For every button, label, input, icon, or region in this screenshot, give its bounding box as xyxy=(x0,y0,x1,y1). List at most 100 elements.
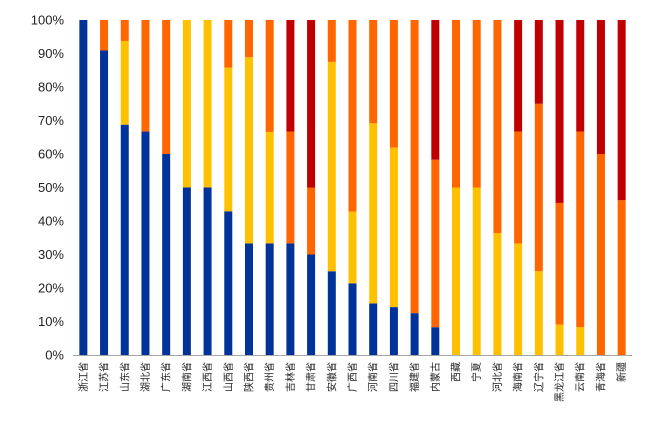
bar-segment-series-1-14 xyxy=(369,303,378,355)
bar-segment-series-3-15 xyxy=(389,20,398,148)
y-tick-label: 90% xyxy=(38,46,64,61)
bar-segment-series-1-0 xyxy=(79,20,88,355)
x-tick-label: 海南省 xyxy=(512,362,525,392)
bar-segment-series-4-23 xyxy=(555,20,564,203)
x-tick-label: 内蒙古 xyxy=(429,362,442,392)
bar-segment-series-3-20 xyxy=(493,20,502,234)
bar-segment-series-3-23 xyxy=(555,202,564,325)
x-tick-label: 云南省 xyxy=(574,362,587,392)
bar-segment-series-1-17 xyxy=(431,327,440,355)
bar-segment-series-2-13 xyxy=(348,211,357,284)
bar-segment-series-3-3 xyxy=(141,20,150,132)
x-tick-label: 山西省 xyxy=(222,362,235,392)
bar-segment-series-3-16 xyxy=(410,20,419,314)
x-tick-label: 吉林省 xyxy=(284,362,297,392)
bar-segment-series-3-9 xyxy=(265,20,274,132)
y-tick-label: 80% xyxy=(38,80,64,95)
bar-segment-series-3-21 xyxy=(514,131,523,244)
bar-segment-series-2-18 xyxy=(452,187,461,355)
x-tick-label: 贵州省 xyxy=(263,362,276,392)
x-tick-label: 河南省 xyxy=(367,362,380,392)
bar-segment-series-1-3 xyxy=(141,131,150,355)
bar-segment-series-3-18 xyxy=(452,20,461,188)
bar-segment-series-4-10 xyxy=(286,20,295,132)
bar-segment-series-2-14 xyxy=(369,123,378,304)
bar-segment-series-1-12 xyxy=(327,271,336,355)
x-tick-label: 宁夏 xyxy=(470,362,483,382)
bar-segment-series-3-8 xyxy=(244,20,253,58)
bar-segment-series-2-24 xyxy=(576,327,585,355)
x-tick-label: 湖北省 xyxy=(139,362,152,392)
x-tick-label: 西藏 xyxy=(451,362,463,382)
y-tick-label: 10% xyxy=(38,314,64,329)
bar-segment-series-4-26 xyxy=(617,20,626,201)
x-tick-label: 山东省 xyxy=(118,362,131,392)
bar-segment-series-3-26 xyxy=(617,200,626,355)
bar-segment-series-3-19 xyxy=(472,20,481,188)
bar-segment-series-4-11 xyxy=(307,20,316,188)
y-tick-label: 20% xyxy=(38,281,64,296)
bar-segment-series-2-5 xyxy=(182,20,191,188)
y-tick-label: 100% xyxy=(31,13,65,28)
x-tick-label: 甘肃省 xyxy=(305,362,318,392)
bar-segment-series-2-22 xyxy=(534,271,543,355)
bar-segment-series-2-12 xyxy=(327,61,336,272)
y-tick-label: 70% xyxy=(38,113,64,128)
bar-segment-series-4-24 xyxy=(576,20,585,132)
bar-segment-series-2-6 xyxy=(203,20,212,188)
y-tick-label: 40% xyxy=(38,214,64,229)
x-tick-label: 江苏省 xyxy=(98,362,111,392)
bar-segment-series-2-9 xyxy=(265,131,274,244)
bar-segment-series-1-9 xyxy=(265,243,274,355)
bar-segment-series-3-1 xyxy=(100,20,109,51)
x-tick-label: 浙江省 xyxy=(77,362,90,392)
bar-segment-series-1-4 xyxy=(162,154,171,355)
y-tick-label: 60% xyxy=(38,147,64,162)
bar-segment-series-2-15 xyxy=(389,147,398,308)
x-tick-label: 湖南省 xyxy=(180,362,193,392)
bar-segment-series-2-7 xyxy=(224,67,233,212)
x-tick-label: 福建省 xyxy=(408,362,421,392)
bar-segment-series-1-7 xyxy=(224,211,233,355)
bar-segment-series-2-23 xyxy=(555,324,564,355)
y-axis: 0% 10% 20% 30% 40% 50% 60% 70% 80% 90% 100% xyxy=(31,13,65,363)
bar-segment-series-1-15 xyxy=(389,307,398,355)
x-tick-label: 陕西省 xyxy=(242,362,255,392)
bars xyxy=(79,20,626,356)
x-tick-label: 黑龙江省 xyxy=(553,362,566,402)
bar-segment-series-3-2 xyxy=(120,20,129,41)
x-tick-label: 广东省 xyxy=(160,362,173,392)
x-axis-labels: 浙江省 江苏省 山东省 湖北省 广东省 湖南省 江西省 山西省 陕西省 贵州省 吉林省 甘肃省 安徽省广… xyxy=(77,362,628,402)
x-tick-label: 江西省 xyxy=(201,362,214,392)
bar-segment-series-2-20 xyxy=(493,233,502,355)
bar-segment-series-2-8 xyxy=(244,57,253,244)
x-tick-label: 河北省 xyxy=(491,362,504,392)
bar-segment-series-3-12 xyxy=(327,20,336,62)
bar-segment-series-1-1 xyxy=(100,50,109,356)
bar-segment-series-1-5 xyxy=(182,187,191,355)
bar-segment-series-3-14 xyxy=(369,20,378,124)
bar-segment-series-3-13 xyxy=(348,20,357,212)
x-tick-label: 新疆 xyxy=(615,362,628,382)
bar-segment-series-1-2 xyxy=(120,124,129,355)
bar-segment-series-3-4 xyxy=(162,20,171,154)
x-tick-label: 四川省 xyxy=(387,362,400,392)
bar-segment-series-4-17 xyxy=(431,20,440,160)
y-tick-label: 30% xyxy=(38,247,64,262)
bar-segment-series-3-17 xyxy=(431,159,440,328)
bar-segment-series-2-21 xyxy=(514,243,523,355)
x-tick-label: 安徽省 xyxy=(325,362,338,392)
bar-segment-series-4-22 xyxy=(534,20,543,104)
bar-segment-series-4-21 xyxy=(514,20,523,132)
x-tick-label: 青海省 xyxy=(594,362,607,392)
bar-segment-series-2-2 xyxy=(120,40,129,125)
y-tick-label: 50% xyxy=(38,180,64,195)
bar-segment-series-2-19 xyxy=(472,187,481,355)
bar-segment-series-1-16 xyxy=(410,313,419,356)
bar-segment-series-3-22 xyxy=(534,103,543,272)
x-tick-label: 广西省 xyxy=(346,362,359,392)
bar-segment-series-3-11 xyxy=(307,187,316,255)
bar-segment-series-3-7 xyxy=(224,20,233,68)
bar-segment-series-1-13 xyxy=(348,283,357,355)
